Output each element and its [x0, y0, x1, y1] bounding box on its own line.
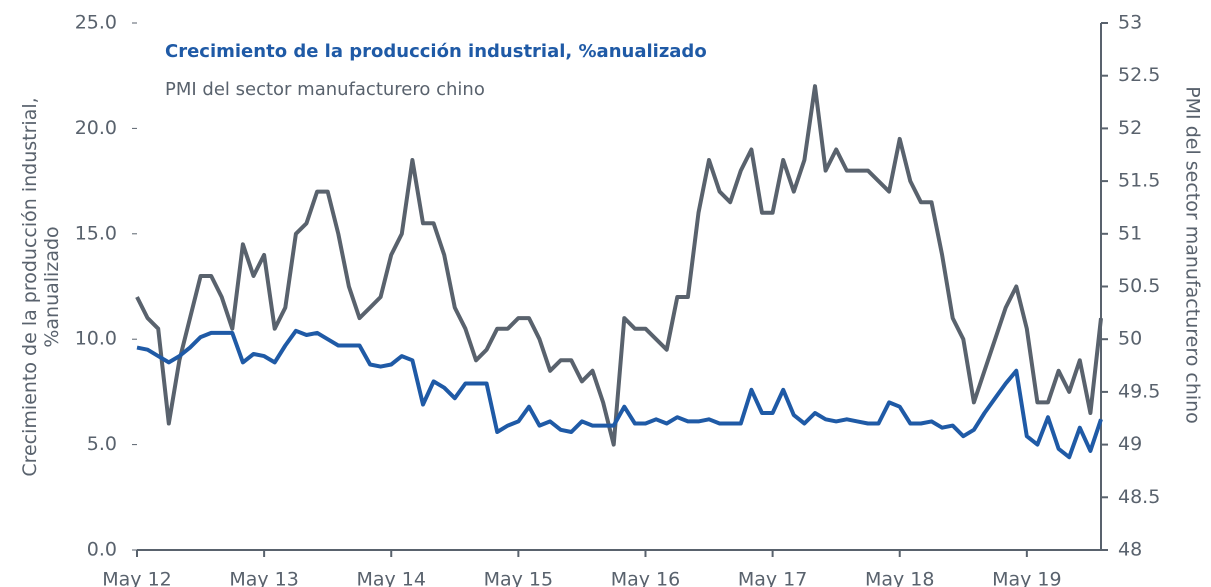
y-tick-label: 25.0 — [75, 12, 117, 34]
y2-tick-label: 48.5 — [1118, 486, 1160, 508]
y-tick-label: 10.0 — [75, 328, 117, 350]
y2-tick-label: 52.5 — [1118, 64, 1160, 86]
y2-tick-label: 50 — [1118, 328, 1142, 350]
y-tick-label: 5.0 — [87, 433, 117, 455]
legend-entry: PMI del sector manufacturero chino — [165, 79, 485, 100]
y-axis-title: Crecimiento de la producción industrial,… — [19, 97, 63, 476]
y-axis-title-line: Crecimiento de la producción industrial, — [19, 97, 41, 476]
y2-tick-label: 48 — [1118, 539, 1142, 561]
y-axis-title-line: %anualizado — [41, 226, 63, 347]
y2-tick-label: 51.5 — [1118, 170, 1160, 192]
y-tick-label: 15.0 — [75, 222, 117, 244]
series-line — [136, 328, 1103, 460]
y2-tick-label: 53 — [1118, 12, 1142, 34]
y2-tick-label: 49 — [1118, 433, 1142, 455]
y2-tick-label: 50.5 — [1118, 275, 1160, 297]
y-tick-label: 20.0 — [75, 117, 117, 139]
y2-tick-label: 52 — [1118, 117, 1142, 139]
x-tick-label: May 16 — [611, 569, 681, 587]
x-tick-label: May 19 — [992, 569, 1062, 587]
y2-tick-label: 49.5 — [1118, 380, 1160, 402]
x-tick-label: May 13 — [229, 569, 299, 587]
y2-axis-title: PMI del sector manufacturero chino — [1182, 86, 1204, 424]
x-tick-label: May 18 — [865, 569, 935, 587]
x-tick-label: May 12 — [102, 569, 172, 587]
x-tick-label: May 15 — [484, 569, 554, 587]
x-tick-label: May 17 — [738, 569, 808, 587]
legend-entry: Crecimiento de la producción industrial,… — [165, 41, 707, 62]
x-tick-label: May 14 — [356, 569, 426, 587]
y-tick-label: 0.0 — [87, 539, 117, 561]
y2-tick-label: 51 — [1118, 222, 1142, 244]
series-line — [135, 84, 1103, 447]
